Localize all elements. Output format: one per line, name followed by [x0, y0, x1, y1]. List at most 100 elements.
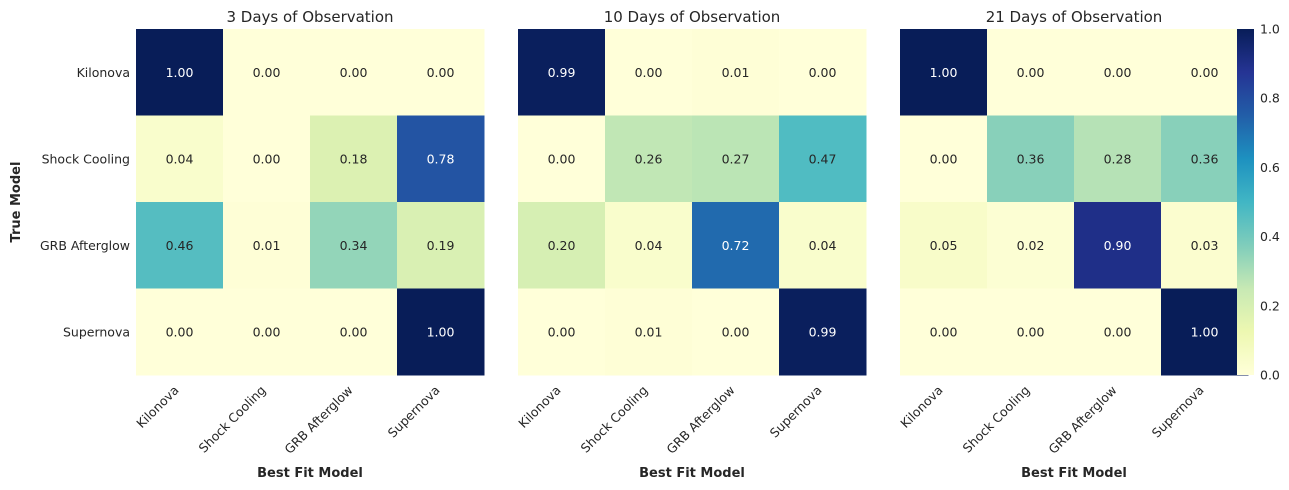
cell-value-label: 0.00 [340, 65, 368, 80]
cell-value-label: 0.02 [1017, 238, 1045, 253]
cell-value-label: 0.00 [1191, 65, 1219, 80]
heatmap-panels: 3 Days of Observation 1.00 0.00 0.00 0.00 0.0… [40, 8, 1249, 481]
x-tick-label: Kilonova [133, 383, 181, 431]
cell-value-label: 0.99 [809, 324, 837, 339]
heatmap-cell [605, 202, 693, 289]
heatmap-cell [310, 288, 398, 376]
cell-value-label: 0.00 [930, 151, 958, 166]
cell-value-label: 0.18 [340, 151, 368, 166]
heatmap-cell [223, 29, 311, 116]
colorbar-tick-label: 1.0 [1260, 22, 1280, 37]
cell-value-label: 0.04 [166, 151, 194, 166]
heatmap-cell [1074, 202, 1162, 289]
heatmap-cell [1161, 29, 1249, 116]
cell-value-label: 0.01 [722, 65, 750, 80]
colorbar-tick-label: 0.0 [1260, 368, 1280, 383]
cell-value-label: 0.00 [930, 324, 958, 339]
cell-value-label: 0.00 [253, 151, 281, 166]
heatmap-cell [779, 288, 867, 376]
cell-value-label: 1.00 [930, 65, 958, 80]
cell-value-label: 0.36 [1017, 151, 1045, 166]
cell-value-label: 1.00 [427, 324, 455, 339]
x-tick-label: Supernova [385, 383, 443, 441]
cell-value-label: 0.99 [548, 65, 576, 80]
heatmap-cell [900, 288, 988, 376]
cell-value-label: 0.01 [253, 238, 281, 253]
cell-value-label: 0.00 [427, 65, 455, 80]
cell-value-label: 0.00 [253, 324, 281, 339]
cell-value-label: 0.34 [340, 238, 368, 253]
heatmap-cell [136, 115, 224, 203]
cell-value-label: 0.04 [809, 238, 837, 253]
cell-value-label: 0.36 [1191, 151, 1219, 166]
y-tick-label: Kilonova [77, 65, 130, 80]
y-axis-label: True Model [9, 162, 24, 243]
heatmap-cell [223, 288, 311, 376]
x-tick-label: Kilonova [897, 383, 945, 431]
cell-value-label: 0.46 [166, 238, 194, 253]
heatmap-cell [223, 115, 311, 203]
x-axis-label: Best Fit Model [257, 466, 363, 481]
heatmap-cell [518, 202, 606, 289]
x-axis-label: Best Fit Model [1021, 466, 1127, 481]
x-tick-label: Supernova [767, 383, 825, 441]
x-tick-label: Kilonova [515, 383, 563, 431]
heatmap-cell [397, 29, 485, 116]
colorbar-tick-label: 0.8 [1260, 91, 1280, 106]
heatmap-cell [987, 115, 1075, 203]
heatmap-cell [1074, 29, 1162, 116]
heatmap-panel-1: 3 Days of Observation 1.00 0.00 0.00 0.00 0.0… [40, 8, 485, 481]
cell-value-label: 1.00 [1191, 324, 1219, 339]
panel-title: 21 Days of Observation [986, 8, 1163, 26]
x-tick-label: Shock Cooling [577, 383, 650, 456]
cell-value-label: 0.05 [930, 238, 958, 253]
cell-value-label: 0.27 [722, 151, 750, 166]
heatmap-cell [605, 288, 693, 376]
heatmap-cell [779, 115, 867, 203]
heatmap-cell [136, 202, 224, 289]
heatmap-cell [987, 288, 1075, 376]
colorbar: 0.0 0.2 0.4 0.6 0.8 1.0 [1237, 22, 1280, 383]
cell-value-label: 0.03 [1191, 238, 1219, 253]
cell-value-label: 0.01 [635, 324, 663, 339]
cell-value-label: 0.04 [635, 238, 663, 253]
heatmap-cell [692, 29, 780, 116]
heatmap-cell [692, 202, 780, 289]
heatmap-cell [310, 202, 398, 289]
cell-value-label: 0.78 [427, 151, 455, 166]
cell-value-label: 0.00 [635, 65, 663, 80]
heatmap-cell [1074, 115, 1162, 203]
x-tick-label: Shock Cooling [959, 383, 1032, 456]
x-tick-label: GRB Afterglow [281, 383, 355, 457]
heatmap-cell [310, 29, 398, 116]
heatmap-cell [779, 202, 867, 289]
cell-value-label: 0.00 [166, 324, 194, 339]
heatmap-cell [136, 288, 224, 376]
cell-value-label: 0.00 [1104, 65, 1132, 80]
heatmap-cell [605, 29, 693, 116]
cell-value-label: 0.72 [722, 238, 750, 253]
heatmap-cell [1161, 288, 1249, 376]
heatmap-cell [1161, 202, 1249, 289]
x-tick-label: GRB Afterglow [663, 383, 737, 457]
heatmap-cell [397, 202, 485, 289]
heatmap-cell [136, 29, 224, 116]
heatmap-cell [900, 202, 988, 289]
x-tick-label: GRB Afterglow [1045, 383, 1119, 457]
heatmap-panel-2: 10 Days of Observation 0.99 0.00 0.01 0.00 0.… [515, 8, 867, 481]
x-axis-label: Best Fit Model [639, 466, 745, 481]
cell-value-label: 1.00 [166, 65, 194, 80]
heatmap-cell [223, 202, 311, 289]
heatmap-cell [987, 202, 1075, 289]
cell-value-label: 0.00 [1017, 65, 1045, 80]
heatmap-cell [518, 288, 606, 376]
cell-value-label: 0.20 [548, 238, 576, 253]
heatmap-cell [397, 288, 485, 376]
heatmap-cell [900, 29, 988, 116]
colorbar-gradient [1237, 29, 1254, 375]
cell-value-label: 0.47 [809, 151, 837, 166]
heatmap-cell [605, 115, 693, 203]
x-tick-label: Supernova [1149, 383, 1207, 441]
cell-value-label: 0.19 [427, 238, 455, 253]
